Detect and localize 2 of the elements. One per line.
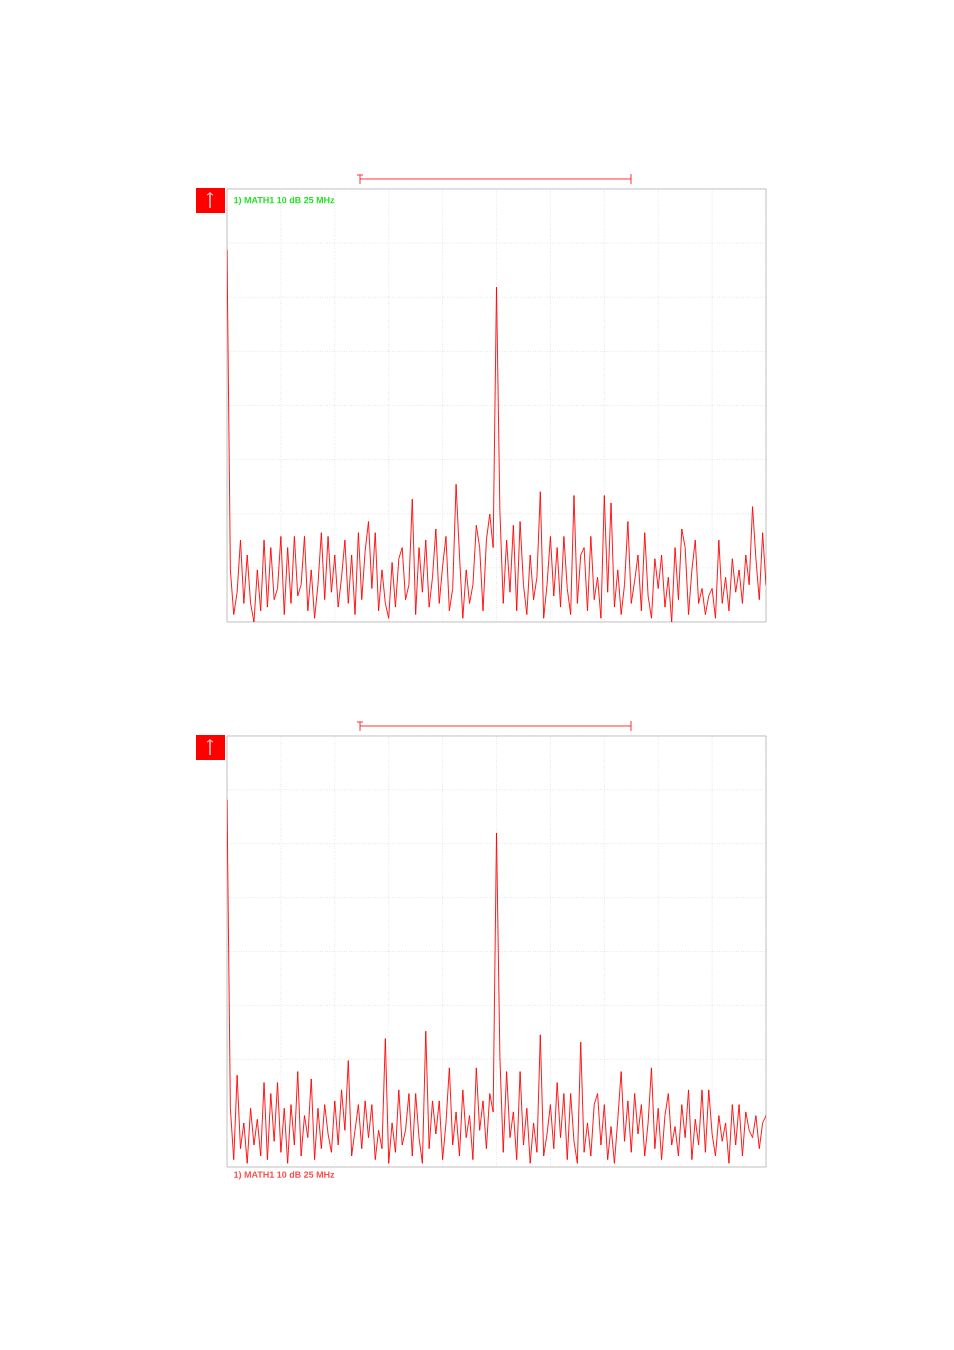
- text: 1) MATH1 10 dB 25 MHz: [234, 196, 335, 206]
- text: 1) MATH1 10 dB 25 MHz: [234, 1171, 335, 1180]
